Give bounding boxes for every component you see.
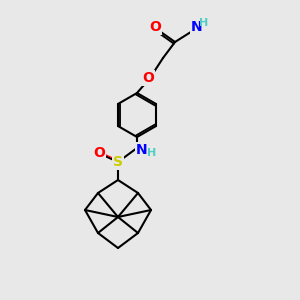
Text: N: N xyxy=(136,143,148,157)
Text: S: S xyxy=(113,155,123,169)
Text: O: O xyxy=(93,146,105,160)
Text: H: H xyxy=(200,18,208,28)
Text: O: O xyxy=(149,20,161,34)
Text: N: N xyxy=(191,20,203,34)
Text: O: O xyxy=(142,71,154,85)
Text: H: H xyxy=(147,148,157,158)
